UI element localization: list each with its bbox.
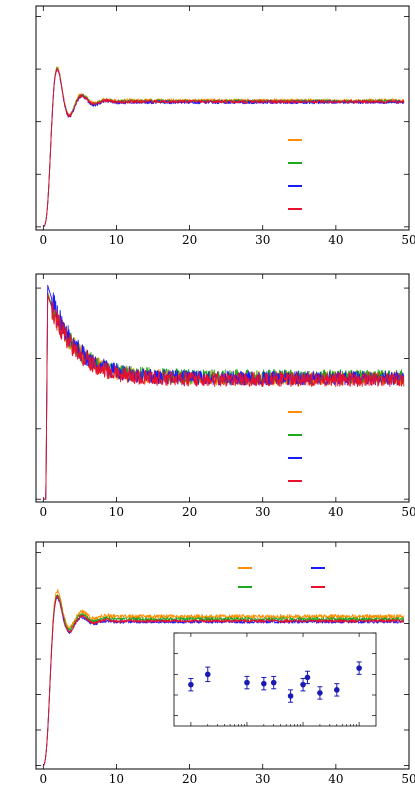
inset-point [188, 681, 194, 688]
x-tick-label: 0 [39, 772, 47, 786]
inset-point [334, 687, 340, 693]
x-tick-label: 30 [255, 233, 270, 247]
x-tick-label: 0 [39, 233, 47, 247]
series-line-3 [43, 68, 405, 228]
series-line-2 [43, 284, 405, 500]
inset-point [317, 690, 323, 696]
inset-point [244, 679, 250, 686]
series-line-3 [43, 294, 405, 500]
x-tick-label: 20 [182, 233, 197, 247]
x-tick-label: 20 [182, 505, 197, 519]
series-line-0 [43, 66, 405, 228]
plot-frame [35, 273, 410, 503]
inset-point [287, 693, 294, 699]
panel-c: 0 10 20 30 40 50 [35, 541, 415, 786]
x-tick-label: 20 [182, 772, 197, 786]
inset-point [270, 679, 277, 686]
inset-frame [173, 632, 377, 727]
series-line-1 [43, 67, 405, 228]
series-line-2 [43, 68, 405, 228]
panel-b: 0 10 20 30 40 50 [35, 273, 415, 519]
x-tick-label: 50 [401, 505, 415, 519]
x-tick-label: 40 [328, 772, 343, 786]
plot-frame [35, 541, 410, 770]
x-tick-label: 50 [401, 772, 415, 786]
x-tick-label: 50 [401, 233, 415, 247]
plot-frame [35, 5, 410, 231]
inset-point [204, 671, 211, 678]
x-tick-label: 0 [39, 505, 47, 519]
x-tick-label: 40 [328, 505, 343, 519]
inset-point [300, 681, 306, 688]
inset-point [356, 665, 362, 671]
series-line-0 [43, 291, 405, 500]
x-tick-label: 10 [109, 505, 124, 519]
x-tick-label: 30 [255, 772, 270, 786]
inset-chart [173, 632, 377, 727]
x-tick-label: 40 [328, 233, 343, 247]
x-tick-label: 30 [255, 505, 270, 519]
x-tick-label: 10 [109, 772, 124, 786]
inset-point [261, 680, 267, 687]
panel-a: 0 10 20 30 40 50 [35, 5, 415, 247]
x-tick-label: 10 [109, 233, 124, 247]
series-line-3 [43, 595, 405, 766]
series-line-1 [43, 293, 405, 500]
inset-point [304, 674, 311, 681]
